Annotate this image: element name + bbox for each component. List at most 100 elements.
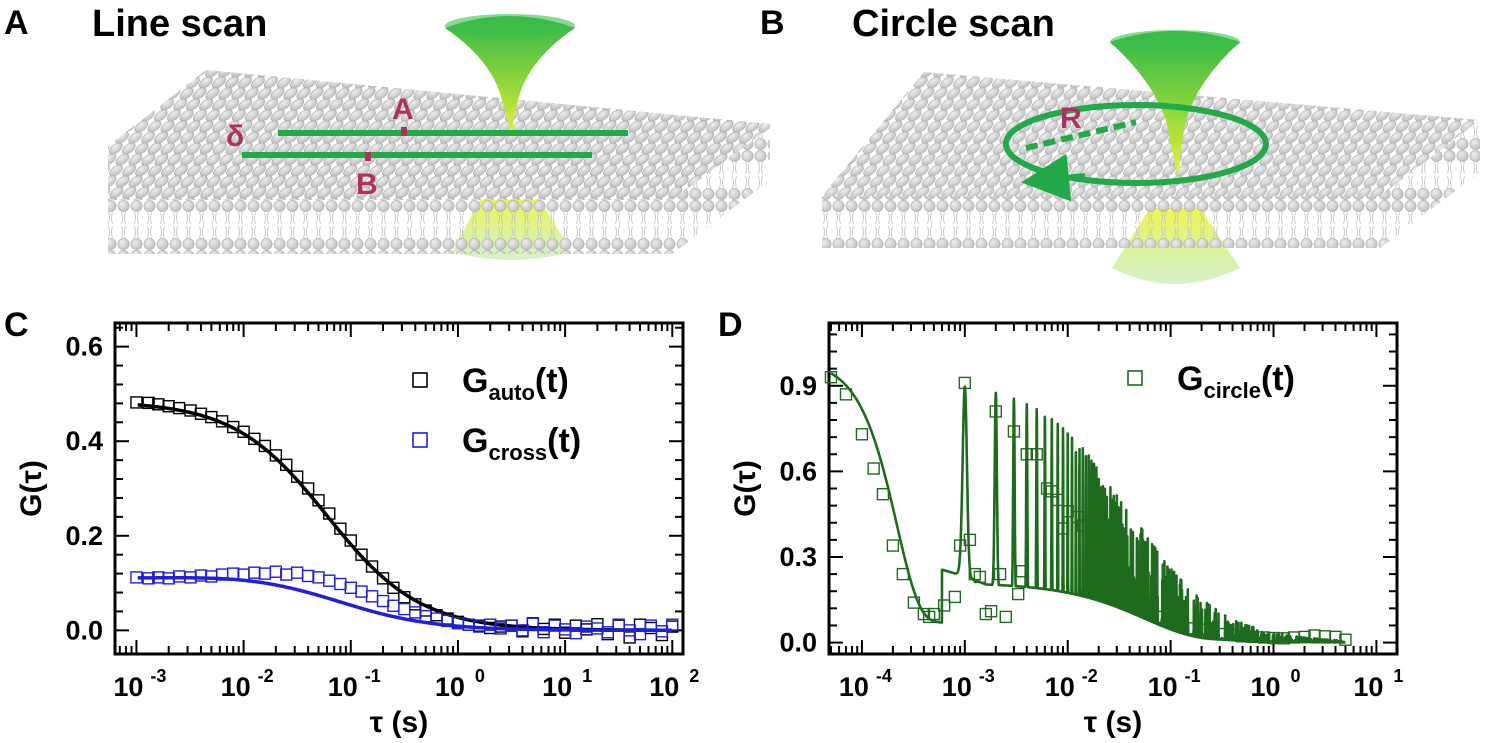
data-point bbox=[1226, 628, 1239, 641]
y-tick-label: 0.9 bbox=[779, 371, 817, 401]
data-point bbox=[973, 570, 987, 584]
x-tick-label: 10 bbox=[839, 672, 869, 702]
data-point bbox=[1174, 619, 1188, 632]
data-point bbox=[958, 376, 972, 390]
data-point bbox=[1092, 562, 1105, 575]
panel-c-letter: C bbox=[4, 306, 29, 344]
data-point bbox=[312, 571, 325, 584]
data-point bbox=[323, 574, 336, 587]
data-point bbox=[989, 405, 1003, 418]
x-tick-label: 10 bbox=[542, 672, 572, 702]
data-point bbox=[1133, 596, 1146, 609]
data-point bbox=[237, 425, 250, 438]
point-b-marker bbox=[365, 152, 371, 161]
legend-label-c-0: Gauto(t) bbox=[462, 362, 569, 405]
panel-b: B Circle scan R bbox=[760, 3, 1480, 284]
y-tick-label: 0.2 bbox=[65, 521, 103, 551]
data-point bbox=[290, 470, 304, 483]
panel-a: A Line scan A B δ bbox=[4, 3, 770, 260]
x-axis-label-c: τ (s) bbox=[370, 706, 428, 739]
data-point bbox=[398, 602, 411, 616]
scan-circle bbox=[1003, 102, 1269, 186]
x-tick-exponent: 2 bbox=[689, 666, 699, 686]
panel-a-letter: A bbox=[4, 4, 29, 42]
x-tick-label: 10 bbox=[1148, 672, 1178, 702]
data-point bbox=[334, 522, 347, 535]
legend-label-d-0: Gcircle(t) bbox=[1177, 360, 1295, 403]
data-point bbox=[526, 617, 540, 630]
y-tick-label: 0.4 bbox=[65, 426, 103, 456]
data-point bbox=[537, 626, 550, 639]
data-point bbox=[922, 610, 936, 624]
data-point bbox=[258, 439, 272, 453]
label-point-a: A bbox=[392, 93, 414, 126]
data-point bbox=[948, 590, 962, 604]
x-tick-label: 10 bbox=[942, 672, 972, 702]
data-point bbox=[666, 618, 679, 631]
y-tick-label: 0.3 bbox=[779, 542, 817, 572]
data-point bbox=[142, 572, 155, 585]
y-tick-label: 0.0 bbox=[779, 628, 817, 658]
data-point bbox=[365, 560, 379, 573]
membrane-side-b bbox=[822, 120, 1480, 248]
x-tick-label: 10 bbox=[1045, 672, 1075, 702]
data-point bbox=[248, 432, 261, 446]
data-point bbox=[937, 599, 951, 612]
data-point bbox=[365, 590, 379, 603]
data-point bbox=[1020, 448, 1033, 461]
label-radius: R bbox=[1060, 102, 1082, 135]
data-point bbox=[1081, 550, 1095, 564]
x-axis-label-d: τ (s) bbox=[1084, 706, 1142, 739]
x-tick-label: 10 bbox=[1250, 672, 1280, 702]
data-point bbox=[839, 388, 853, 401]
data-point bbox=[1257, 631, 1270, 644]
data-point bbox=[409, 606, 422, 619]
x-tick-exponent: 1 bbox=[1393, 666, 1403, 686]
x-tick-label: 10 bbox=[435, 672, 465, 702]
chart-d: D 10 -4 10 -3 10 -2 10 -1 10 0 10 1 0.0 0.3 0.6 0.9 τ (s… bbox=[718, 306, 1403, 739]
data-point bbox=[824, 371, 838, 384]
data-point bbox=[993, 567, 1007, 581]
data-point bbox=[1071, 510, 1085, 524]
data-point bbox=[601, 626, 614, 639]
fit-curve-d-0 bbox=[829, 372, 1347, 644]
data-point bbox=[1277, 632, 1291, 645]
membrane-top-b bbox=[822, 72, 1480, 196]
data-point bbox=[655, 625, 669, 638]
data-point bbox=[1112, 573, 1126, 587]
data-point bbox=[999, 610, 1012, 624]
data-point bbox=[301, 482, 315, 495]
data-point bbox=[248, 566, 261, 579]
data-point bbox=[376, 572, 390, 585]
data-point bbox=[1040, 482, 1054, 495]
data-point bbox=[334, 577, 347, 591]
data-point bbox=[312, 494, 325, 507]
plot-frame-c bbox=[113, 321, 685, 656]
panel-b-title: Circle scan bbox=[852, 3, 1055, 45]
data-point bbox=[280, 458, 293, 472]
data-point bbox=[323, 507, 336, 520]
beam-top-ellipse bbox=[445, 14, 575, 38]
x-tick-exponent: -2 bbox=[258, 666, 274, 686]
y-tick-label: 0.6 bbox=[779, 456, 817, 486]
data-point bbox=[1154, 610, 1167, 624]
panel-d-letter: D bbox=[718, 306, 743, 344]
data-point bbox=[387, 581, 400, 594]
membrane-side bbox=[108, 128, 770, 254]
beam-top-ellipse-b bbox=[1110, 30, 1240, 54]
data-point bbox=[398, 591, 411, 604]
data-point bbox=[927, 607, 941, 621]
data-point bbox=[886, 539, 900, 552]
data-point bbox=[344, 534, 357, 547]
data-point bbox=[633, 627, 647, 641]
x-tick-label: 10 bbox=[1353, 672, 1383, 702]
x-tick-exponent: -1 bbox=[365, 666, 381, 686]
data-point bbox=[301, 569, 315, 583]
x-tick-label: 10 bbox=[221, 672, 251, 702]
data-point bbox=[896, 567, 910, 581]
data-point bbox=[984, 604, 998, 618]
data-point bbox=[142, 396, 155, 410]
fit-curve-c-1 bbox=[137, 576, 672, 633]
data-point bbox=[1015, 565, 1029, 578]
